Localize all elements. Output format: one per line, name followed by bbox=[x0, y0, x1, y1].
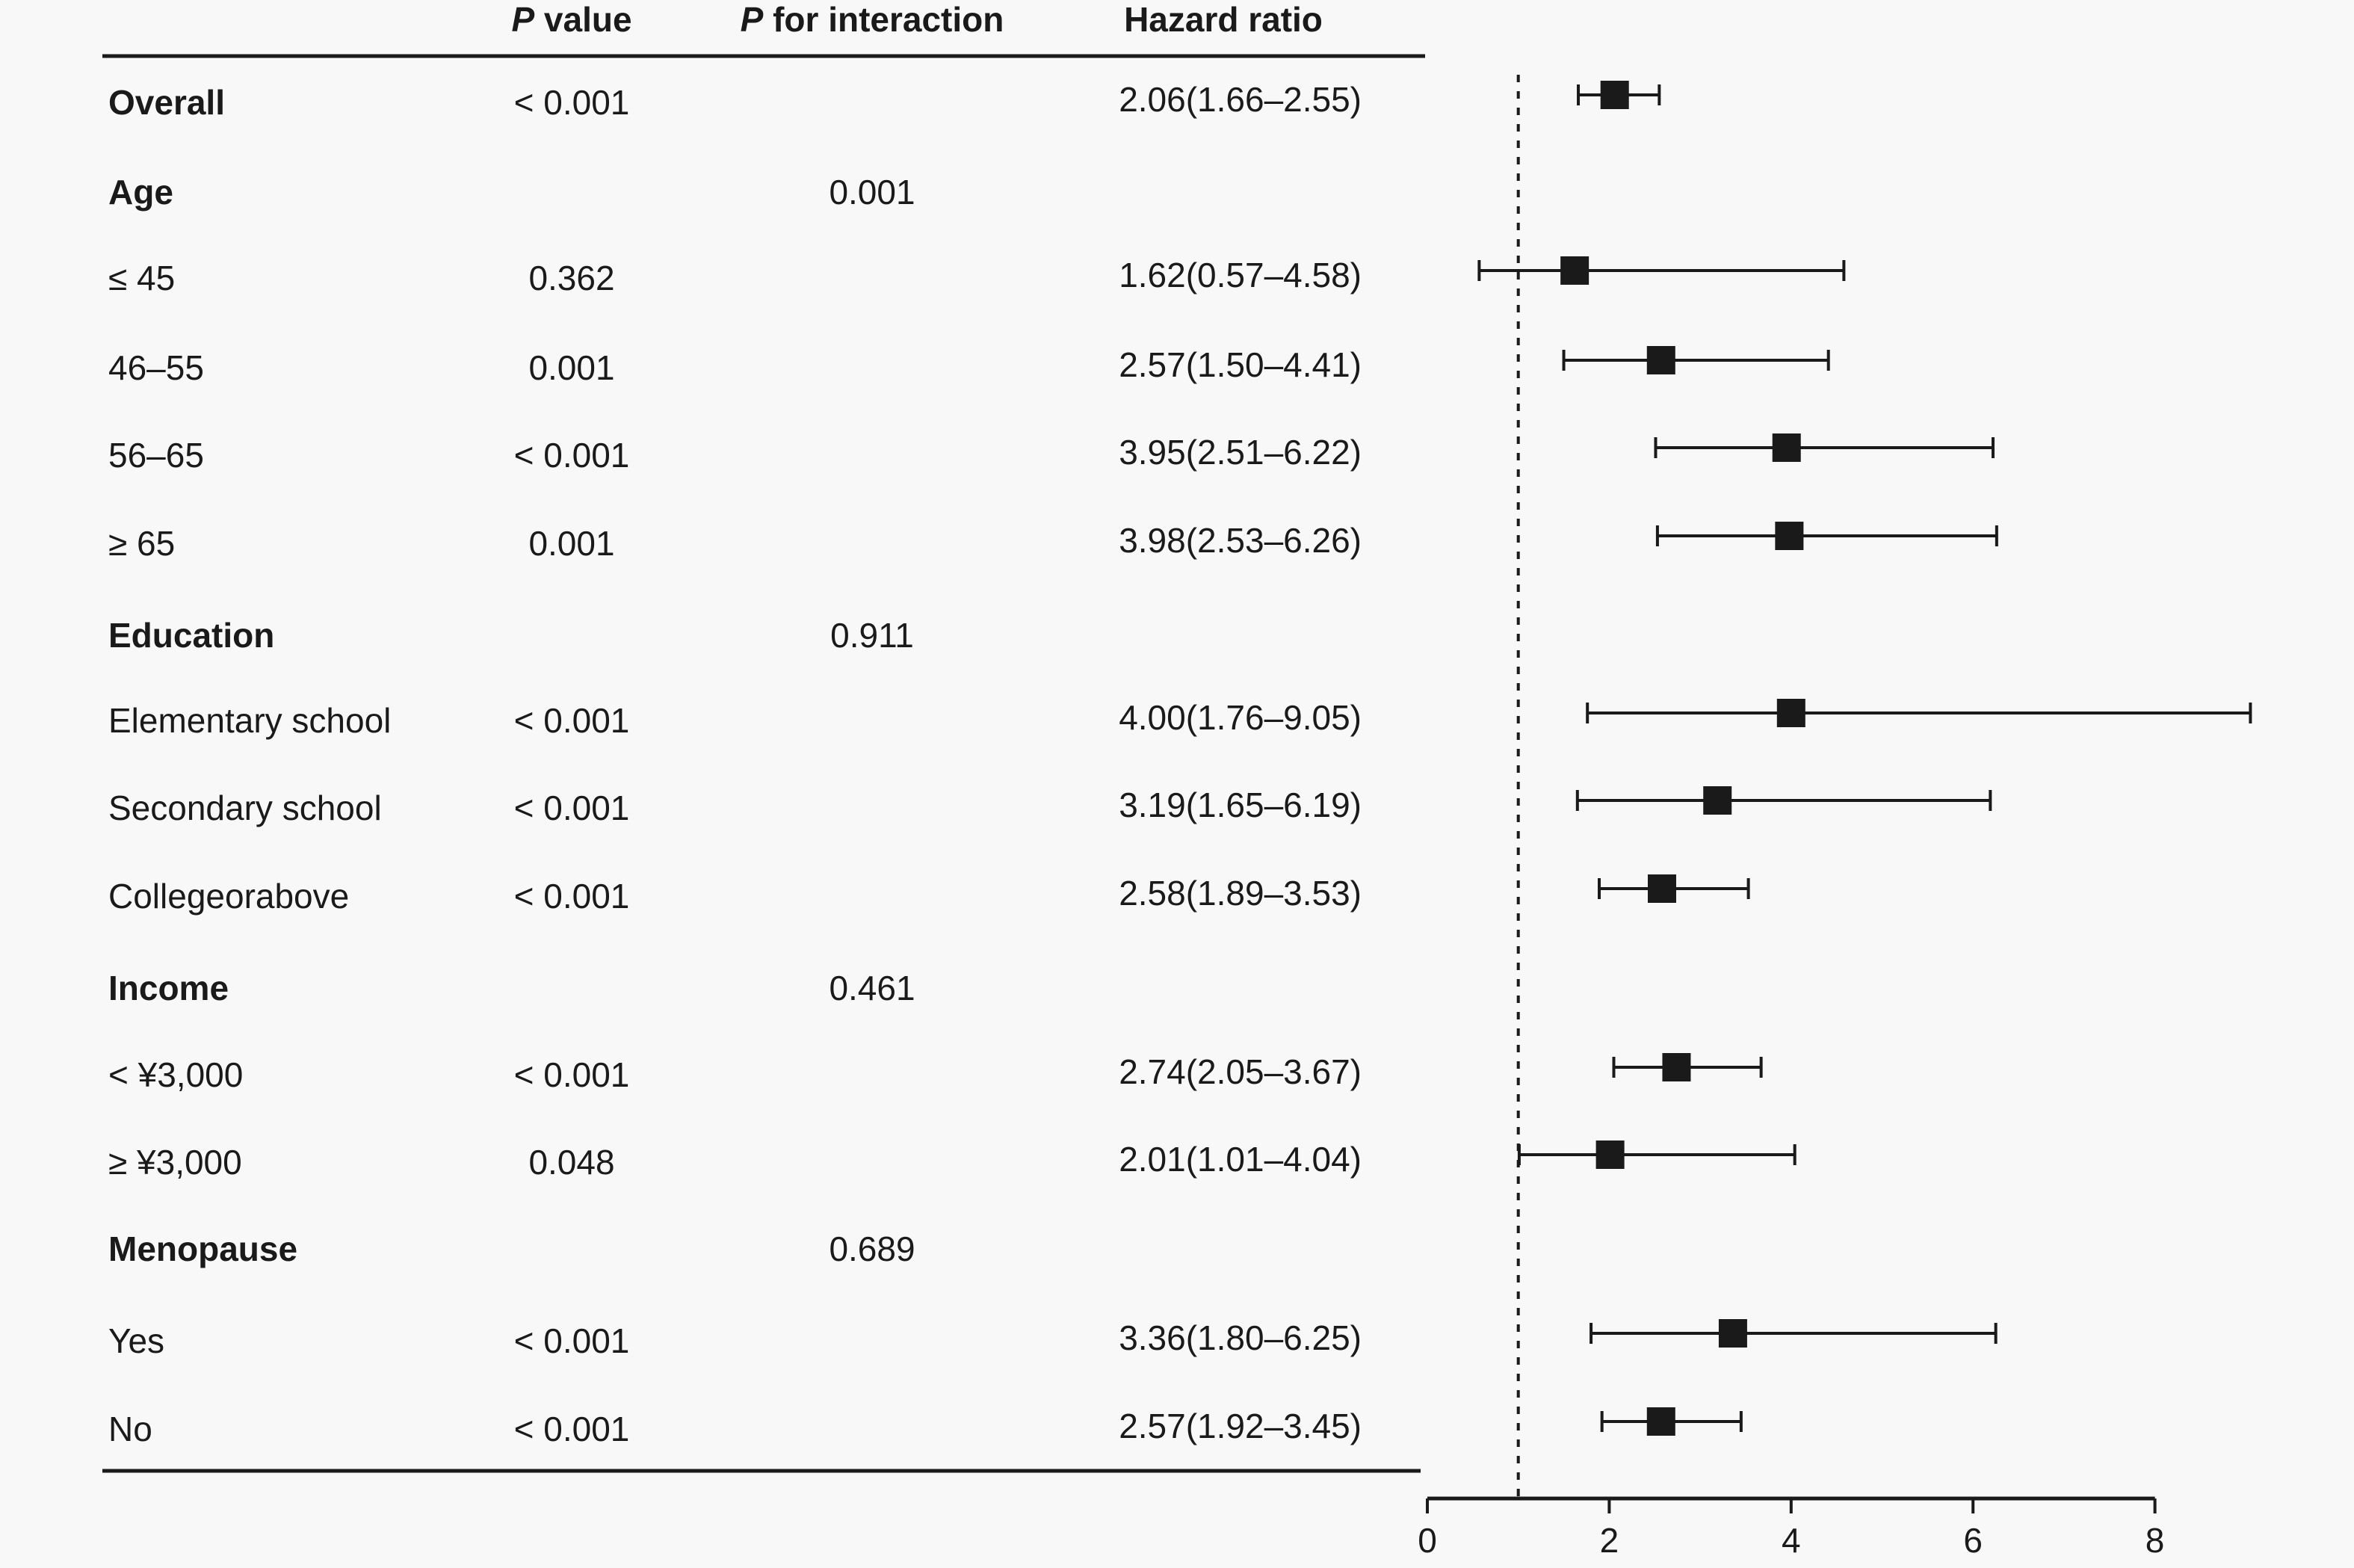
hazard-ratio-text: 2.58(1.89–3.53) bbox=[1119, 874, 1362, 913]
header-p-value: P value bbox=[511, 0, 631, 39]
row-label: Education bbox=[108, 616, 274, 655]
header-pint-rest: for interaction bbox=[763, 0, 1004, 39]
table-row: Overall < 0.001 2.06(1.66–2.55) bbox=[108, 80, 1362, 122]
point-estimate bbox=[1662, 1053, 1691, 1081]
hazard-ratio-text: 2.57(1.50–4.41) bbox=[1119, 345, 1362, 384]
x-tick-label: 6 bbox=[1963, 1521, 1983, 1560]
row-label: Income bbox=[108, 969, 229, 1007]
table-row: Education 0.911 bbox=[108, 616, 914, 655]
row-label: Menopause bbox=[108, 1229, 297, 1268]
ci-marker bbox=[1477, 256, 1846, 285]
table-row: No < 0.001 2.57(1.92–3.45) bbox=[108, 1407, 1362, 1448]
p-value: < 0.001 bbox=[514, 788, 630, 827]
header-p-rest: value bbox=[534, 0, 631, 39]
point-estimate bbox=[1646, 346, 1675, 374]
table-row: Collegeorabove < 0.001 2.58(1.89–3.53) bbox=[108, 874, 1362, 916]
p-interaction: 0.001 bbox=[829, 173, 915, 212]
ci-marker bbox=[1575, 786, 1992, 815]
header-p-italic: P bbox=[511, 0, 534, 39]
x-tick-label: 4 bbox=[1782, 1521, 1801, 1560]
hazard-ratio-text: 4.00(1.76–9.05) bbox=[1119, 698, 1362, 737]
hazard-ratio-text: 3.36(1.80–6.25) bbox=[1119, 1318, 1362, 1357]
p-value: < 0.001 bbox=[514, 1055, 630, 1094]
row-label: Secondary school bbox=[108, 788, 382, 827]
p-value: 0.001 bbox=[528, 348, 614, 387]
row-label: ≤ 45 bbox=[108, 259, 175, 297]
row-label: 56–65 bbox=[108, 436, 204, 475]
hazard-ratio-text: 2.01(1.01–4.04) bbox=[1119, 1140, 1362, 1179]
row-label: No bbox=[108, 1410, 152, 1448]
p-interaction: 0.461 bbox=[829, 969, 915, 1007]
row-label: Age bbox=[108, 173, 173, 212]
hazard-ratio-text: 1.62(0.57–4.58) bbox=[1119, 256, 1362, 294]
row-label: ≥ ¥3,000 bbox=[108, 1143, 242, 1182]
p-value: 0.362 bbox=[528, 259, 614, 297]
x-tick-label: 2 bbox=[1600, 1521, 1619, 1560]
p-value: < 0.001 bbox=[514, 1321, 630, 1360]
point-estimate bbox=[1560, 256, 1590, 285]
p-value: < 0.001 bbox=[514, 436, 630, 475]
ci-marker bbox=[1577, 81, 1661, 109]
row-label: ≥ 65 bbox=[108, 524, 175, 563]
point-estimate bbox=[1772, 433, 1801, 462]
p-value: < 0.001 bbox=[514, 1410, 630, 1448]
ci-marker bbox=[1655, 522, 1998, 550]
row-label: 46–55 bbox=[108, 348, 204, 387]
table-row: < ¥3,000 < 0.001 2.74(2.05–3.67) bbox=[108, 1052, 1362, 1094]
x-tick-label: 8 bbox=[2146, 1521, 2165, 1560]
p-value: < 0.001 bbox=[514, 877, 630, 916]
ci-marker bbox=[1517, 1140, 1797, 1169]
table-row: Yes < 0.001 3.36(1.80–6.25) bbox=[108, 1318, 1362, 1360]
table-row: Income 0.461 bbox=[108, 969, 915, 1007]
table-row: 46–55 0.001 2.57(1.50–4.41) bbox=[108, 345, 1362, 387]
row-label: Overall bbox=[108, 83, 225, 122]
table-row: Secondary school < 0.001 3.19(1.65–6.19) bbox=[108, 785, 1362, 827]
hazard-ratio-text: 2.06(1.66–2.55) bbox=[1119, 80, 1362, 119]
hazard-ratio-text: 3.98(2.53–6.26) bbox=[1119, 521, 1362, 560]
table-row: ≥ 65 0.001 3.98(2.53–6.26) bbox=[108, 521, 1362, 563]
hazard-ratio-text: 3.19(1.65–6.19) bbox=[1119, 785, 1362, 824]
ci-marker bbox=[1612, 1053, 1763, 1081]
ci-marker bbox=[1590, 1319, 1998, 1348]
p-value: 0.048 bbox=[528, 1143, 614, 1182]
row-label: Elementary school bbox=[108, 701, 391, 740]
ci-marker bbox=[1600, 1407, 1743, 1436]
header-p-interaction: P for interaction bbox=[741, 0, 1004, 39]
point-estimate bbox=[1647, 874, 1676, 903]
ci-marker bbox=[1586, 699, 2252, 727]
table-row: ≤ 45 0.362 1.62(0.57–4.58) bbox=[108, 256, 1362, 297]
p-interaction: 0.911 bbox=[830, 616, 914, 655]
point-estimate bbox=[1600, 81, 1629, 109]
p-value: < 0.001 bbox=[514, 701, 630, 740]
row-label: Collegeorabove bbox=[108, 877, 349, 916]
header-pint-italic: P bbox=[741, 0, 764, 39]
ci-marker bbox=[1562, 346, 1830, 374]
ci-marker bbox=[1654, 433, 1995, 462]
point-estimate bbox=[1646, 1407, 1675, 1436]
hazard-ratio-text: 2.57(1.92–3.45) bbox=[1119, 1407, 1362, 1445]
table-row: 56–65 < 0.001 3.95(2.51–6.22) bbox=[108, 433, 1362, 475]
row-label: < ¥3,000 bbox=[108, 1055, 243, 1094]
point-estimate bbox=[1775, 522, 1804, 550]
point-estimate bbox=[1703, 786, 1732, 815]
point-estimate bbox=[1595, 1140, 1625, 1169]
p-value: < 0.001 bbox=[514, 83, 630, 122]
p-interaction: 0.689 bbox=[829, 1229, 915, 1268]
ci-marker bbox=[1598, 874, 1750, 903]
table-row: Menopause 0.689 bbox=[108, 1229, 915, 1268]
point-estimate bbox=[1776, 699, 1805, 727]
row-label: Yes bbox=[108, 1321, 164, 1360]
hazard-ratio-text: 3.95(2.51–6.22) bbox=[1119, 433, 1362, 472]
table-row: Age 0.001 bbox=[108, 173, 915, 212]
p-value: 0.001 bbox=[528, 524, 614, 563]
x-tick-label: 0 bbox=[1418, 1521, 1437, 1560]
point-estimate bbox=[1718, 1319, 1747, 1348]
table-row: ≥ ¥3,000 0.048 2.01(1.01–4.04) bbox=[108, 1140, 1362, 1182]
hazard-ratio-text: 2.74(2.05–3.67) bbox=[1119, 1052, 1362, 1091]
header-hazard-ratio: Hazard ratio bbox=[1124, 0, 1323, 39]
table-row: Elementary school < 0.001 4.00(1.76–9.05) bbox=[108, 698, 1362, 740]
